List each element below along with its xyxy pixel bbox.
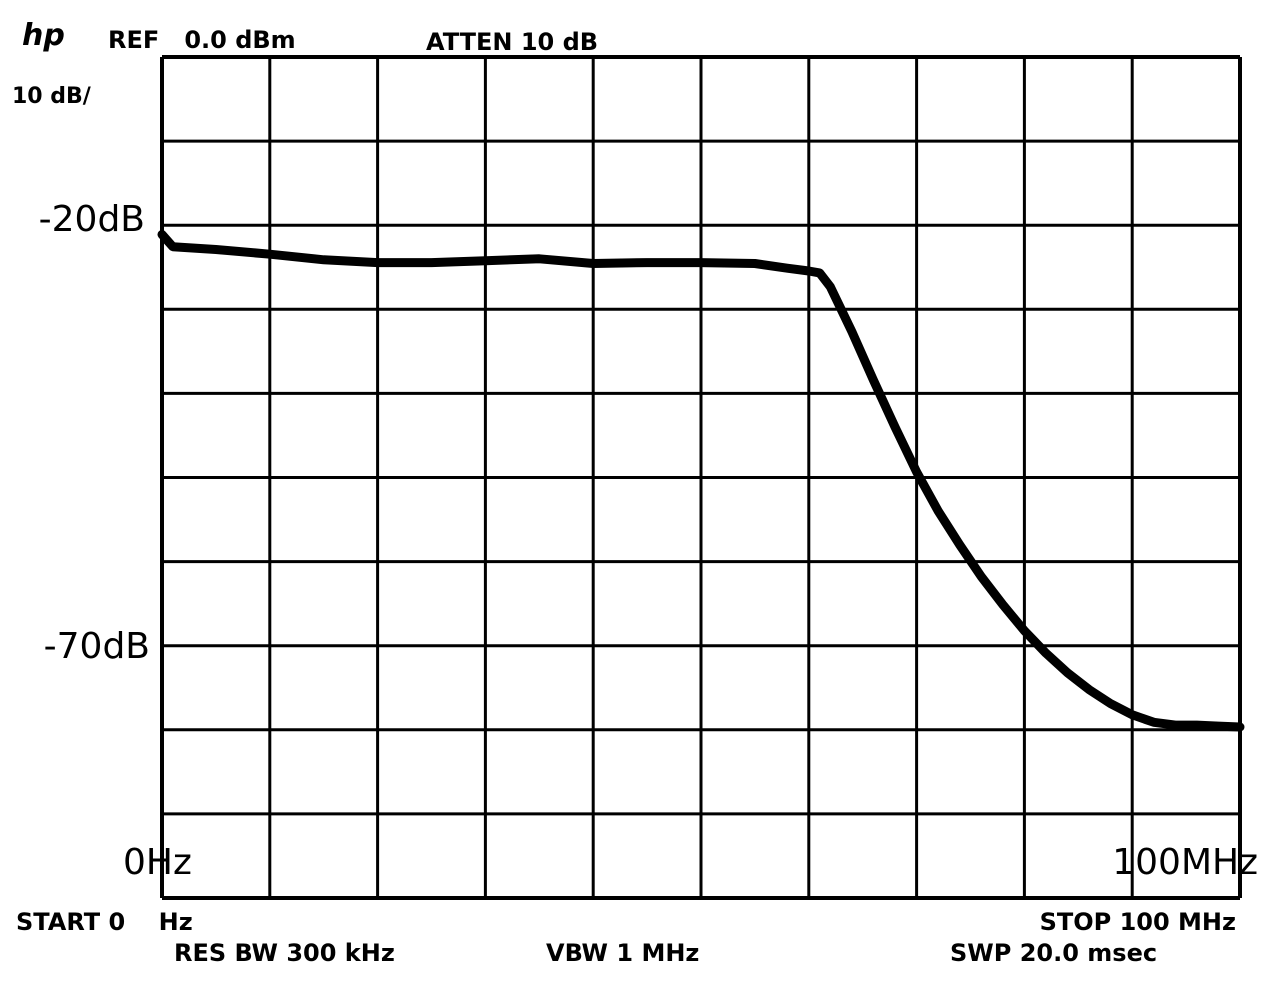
attenuation: ATTEN 10 dB (426, 28, 599, 56)
y-tick-label-bottom: -70dB (44, 626, 150, 667)
start-frequency: START 0 Hz (16, 908, 193, 936)
stop-frequency: STOP 100 MHz (1040, 908, 1236, 936)
hp-logo: hp (22, 18, 65, 53)
video-bandwidth: VBW 1 MHz (546, 939, 699, 967)
x-tick-label-start: 0Hz (123, 842, 192, 883)
chart-grid (160, 55, 1242, 900)
y-tick-label-top: -20dB (39, 199, 145, 240)
resolution-bandwidth: RES BW 300 kHz (174, 939, 395, 967)
x-tick-label-end: 100MHz (1112, 842, 1258, 883)
spectrum-trace (157, 230, 1245, 732)
reference-level: REF 0.0 dBm (108, 26, 296, 54)
sweep-time: SWP 20.0 msec (950, 939, 1157, 967)
scale-per-division: 10 dB/ (12, 84, 91, 109)
